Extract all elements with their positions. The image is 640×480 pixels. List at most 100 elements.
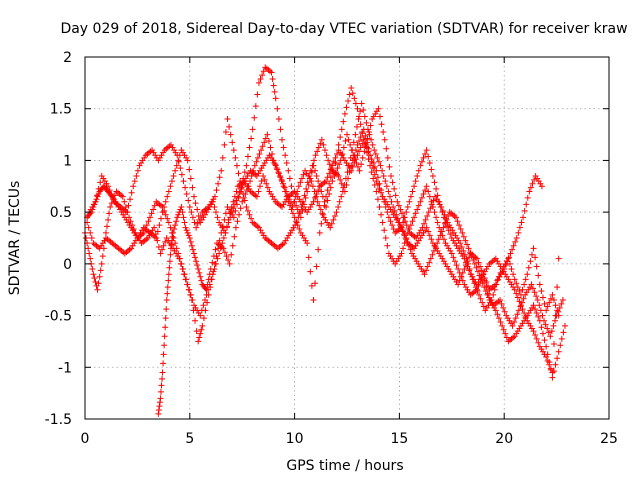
data-point [494,311,501,318]
x-axis-label: GPS time / hours [286,458,403,474]
data-point [459,269,466,276]
data-point [374,154,381,161]
data-point [193,224,200,231]
data-point [380,172,387,179]
data-point [315,187,322,194]
data-point [475,268,481,275]
data-point [94,193,101,200]
data-point [87,229,94,236]
data-point [341,188,348,195]
data-point [222,229,229,236]
data-point [209,271,216,278]
data-point [430,247,437,254]
y-tick-label: -1 [58,360,72,376]
data-point [331,213,338,220]
data-point [356,113,363,120]
data-point [184,281,191,288]
data-point [228,251,235,258]
data-point [526,188,533,195]
data-point [345,97,352,104]
data-point [434,219,441,226]
data-point [357,134,364,141]
data-point [233,162,240,169]
data-point [385,214,392,221]
data-point [196,269,203,276]
data-point [275,170,282,177]
data-point [288,183,295,190]
data-point [184,157,191,164]
data-point [497,297,504,304]
data-point [352,147,359,154]
data-point [381,136,388,143]
data-point [182,224,189,231]
data-point [378,121,385,128]
data-point [427,255,434,262]
data-point [243,162,250,169]
data-point [377,113,384,120]
data-point [340,144,347,151]
data-point [163,306,170,313]
data-point [370,175,377,182]
data-point [372,150,379,157]
data-point [327,184,334,191]
data-point [159,369,166,376]
data-point [527,258,534,265]
data-point [497,269,504,276]
data-point [520,295,527,302]
data-point [421,220,428,227]
data-point [309,183,316,190]
data-point [484,282,491,289]
data-point [538,183,545,190]
data-point [214,214,221,221]
data-point [155,410,162,417]
data-point [301,192,308,199]
data-point [418,158,425,165]
data-point [186,235,193,241]
data-point [523,201,530,208]
data-point [378,211,385,218]
data-point [104,223,111,230]
data-point [471,280,478,287]
data-point [328,220,335,227]
data-point [230,147,237,154]
data-point [378,189,385,196]
data-point [188,209,195,216]
data-point [373,188,380,195]
data-point [376,185,383,192]
data-point [403,209,410,216]
data-point [420,191,427,198]
data-point [305,181,312,188]
data-point [244,153,251,160]
data-point [349,157,356,164]
data-point [185,197,192,204]
data-point [327,174,334,181]
y-tick-labels: -1.5 -1 -0.5 0 0.5 1 1.5 2 [45,50,72,428]
data-point [278,176,285,183]
data-point [347,141,354,148]
data-point [295,183,302,190]
data-point [398,224,405,231]
data-point [457,225,464,232]
data-point [198,307,205,314]
data-point [181,271,188,278]
data-point [383,183,390,190]
data-point [543,343,550,350]
data-point [506,260,513,267]
data-point [352,156,359,163]
data-point [500,304,507,311]
data-point [102,229,109,236]
data-point [175,250,182,257]
y-tick-label: 2 [63,50,72,66]
data-point [323,152,330,159]
data-point [541,317,548,324]
data-point [279,136,286,143]
data-point [222,128,229,135]
data-point [285,198,292,205]
data-point [264,184,271,191]
data-point [236,211,243,218]
data-point [195,213,202,220]
data-point [380,128,387,135]
data-point [123,209,130,216]
data-point [183,227,190,234]
